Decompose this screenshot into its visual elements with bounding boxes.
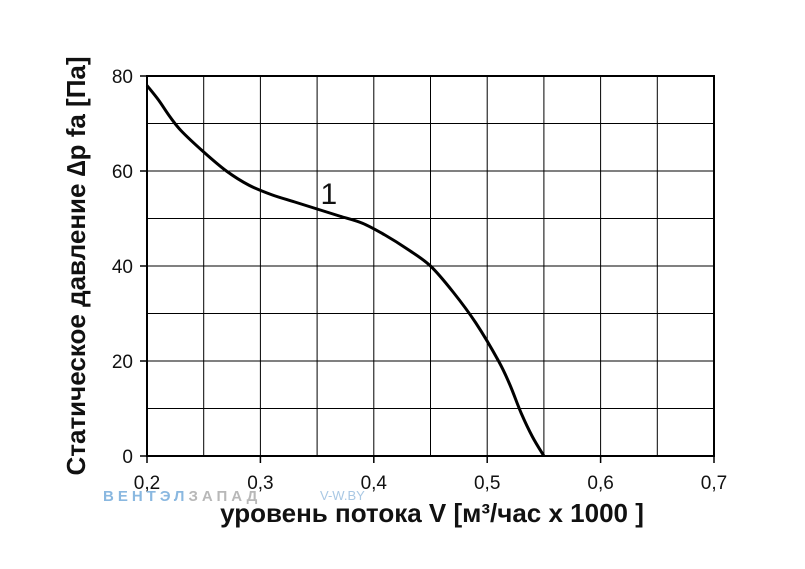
y-axis-title: Статическое давление ∆p fa [Па]	[61, 56, 91, 475]
annotations: 1	[320, 178, 337, 211]
x-tick-label: 0,4	[361, 473, 388, 494]
curve-label: 1	[320, 178, 337, 211]
x-tick-label: 0,7	[701, 473, 727, 494]
x-tick-label: 0,6	[587, 473, 613, 494]
y-tick-label: 60	[112, 162, 133, 183]
series-group	[145, 84, 546, 457]
x-axis-title: уровень потока V [м³/час x 1000 ]	[220, 498, 644, 528]
x-tick-label: 0,3	[247, 473, 273, 494]
y-tick-label: 40	[112, 257, 133, 278]
watermark-brand-part1: ВЕНТЭЛ	[103, 488, 188, 505]
svg-text:ВЕНТЭЛЗАПАД: ВЕНТЭЛЗАПАД	[103, 488, 261, 505]
watermark: ВЕНТЭЛЗАПАД V-W.BY	[103, 488, 365, 505]
x-tick-label: 0,5	[474, 473, 500, 494]
y-tick-label: 80	[112, 67, 133, 88]
watermark-site: V-W.BY	[320, 488, 365, 503]
x-tick-label: 0,2	[134, 473, 160, 494]
watermark-brand-part2: ЗАПАД	[188, 488, 261, 505]
tick-labels: 0,2 0,3 0,4 0,5 0,6 0,7 0 20 40 60 80	[112, 67, 727, 494]
y-tick-label: 20	[112, 352, 133, 373]
y-tick-label: 0	[122, 447, 133, 468]
series-line-1	[145, 84, 546, 457]
